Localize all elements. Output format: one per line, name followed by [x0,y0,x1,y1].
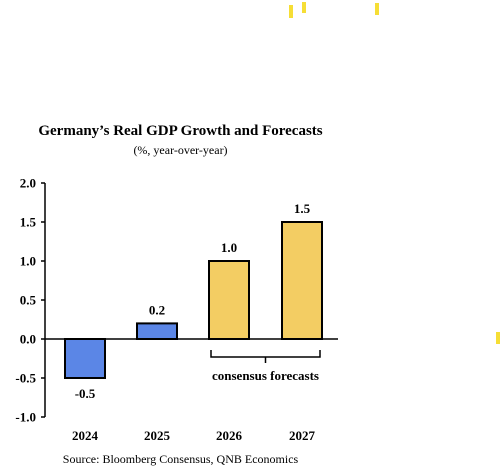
x-tick-label: 2024 [72,428,99,443]
data-label: 0.2 [149,302,165,317]
decorative-mark [375,3,379,15]
bar [136,322,178,340]
y-tick-label: -1.0 [15,410,36,425]
y-tick-label: 1.0 [20,254,36,269]
y-tick-label: 0.5 [20,293,37,308]
y-tick-label: -0.5 [15,371,36,386]
bar [64,338,106,379]
chart-source: Source: Bloomberg Consensus, QNB Economi… [62,452,299,466]
chart-title: Germany’s Real GDP Growth and Forecasts [38,123,323,139]
annotation-label: consensus forecasts [212,368,319,383]
bar [281,221,323,340]
x-tick-label: 2027 [289,428,316,443]
y-tick-label: 2.0 [20,176,36,191]
y-tick-label: 0.0 [20,332,36,347]
annotation-bracket [210,350,321,363]
chart-subtitle: (%, year-over-year) [133,143,228,157]
data-label: -0.5 [75,386,96,401]
data-label: 1.5 [294,201,311,216]
decorative-mark [496,332,500,344]
bar [208,260,250,340]
x-tick-label: 2025 [144,428,171,443]
y-tick-label: 1.5 [20,215,37,230]
decorative-mark [289,5,293,18]
x-tick-label: 2026 [216,428,243,443]
decorative-mark [302,2,306,13]
data-label: 1.0 [221,240,237,255]
